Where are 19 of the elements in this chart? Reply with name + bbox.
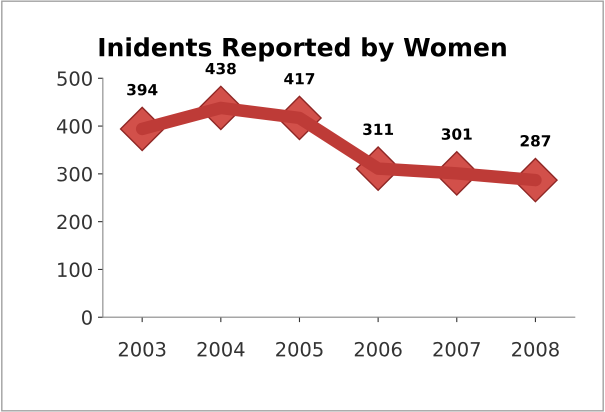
y-tick-label: 200	[57, 214, 92, 230]
x-tick-label: 2004	[198, 342, 244, 357]
data-label: 417	[284, 73, 314, 84]
y-tick-label: 100	[58, 262, 92, 278]
x-tick-label: 2007	[433, 342, 480, 357]
x-tick-label: 2008	[512, 342, 559, 357]
x-tick-label: 2005	[276, 342, 323, 357]
data-label: 394	[127, 84, 158, 96]
y-tick-label: 500	[58, 71, 92, 86]
data-label: 311	[363, 124, 394, 136]
x-tick-label: 2003	[118, 342, 166, 357]
x-tick-label: 2006	[354, 342, 402, 357]
data-label: 287	[520, 135, 550, 147]
chart-title: Inidents Reported by Women	[100, 37, 506, 62]
y-tick-label: 300	[57, 166, 92, 182]
data-label: 301	[442, 128, 472, 140]
y-tick-label: 0	[82, 310, 92, 325]
y-tick-label: 400	[56, 119, 92, 134]
data-label: 438	[206, 62, 236, 74]
